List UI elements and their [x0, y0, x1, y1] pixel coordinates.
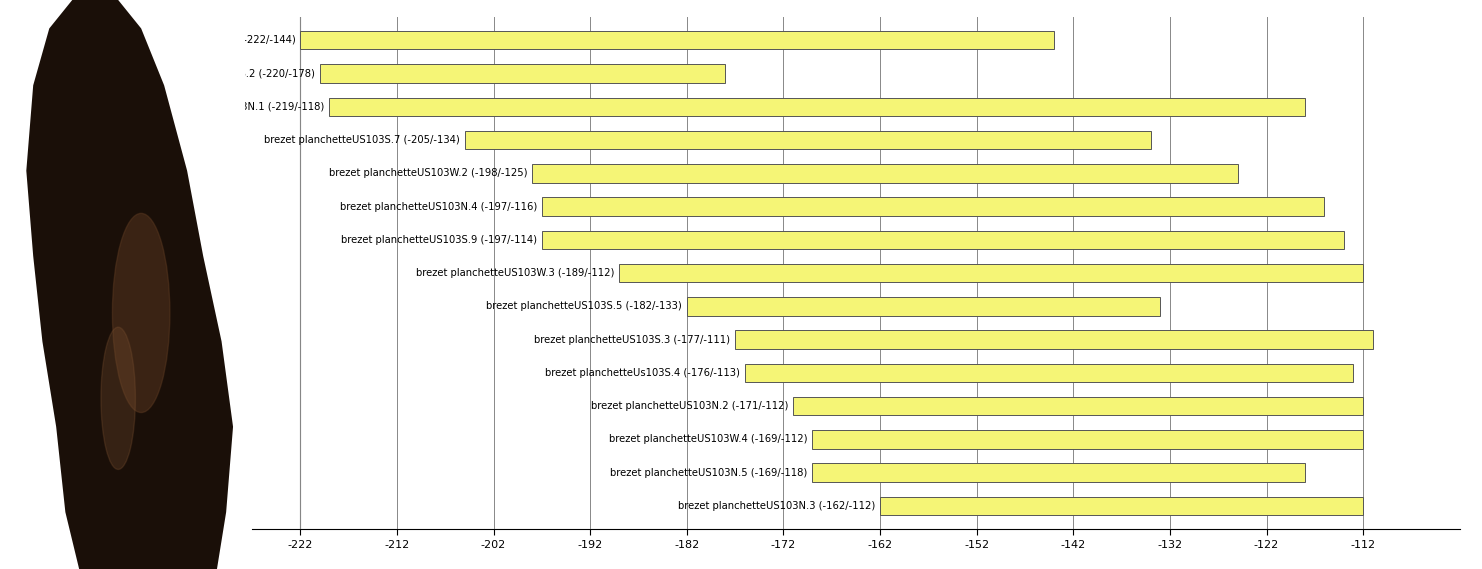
Ellipse shape — [113, 213, 170, 413]
Text: brezet planchetteUS103W.2 (-198/-125): brezet planchetteUS103W.2 (-198/-125) — [329, 168, 528, 178]
Bar — [619, 264, 1363, 282]
Bar — [301, 31, 1054, 50]
Text: brezet planchetteUs103S.4 (-176/-113): brezet planchetteUs103S.4 (-176/-113) — [545, 368, 740, 378]
Text: brezet planchetteUS103N.4 (-197/-116): brezet planchetteUS103N.4 (-197/-116) — [339, 201, 536, 212]
Bar — [542, 230, 1344, 249]
Bar — [532, 164, 1237, 183]
Bar — [745, 364, 1353, 382]
Text: brezet planchetteUS103S.3 (-177/-111): brezet planchetteUS103S.3 (-177/-111) — [534, 335, 731, 345]
Bar — [735, 331, 1372, 349]
Bar — [320, 64, 725, 83]
Bar — [812, 464, 1306, 482]
Bar — [793, 397, 1363, 415]
Bar — [329, 98, 1306, 116]
Text: brezet planchetteUS103N.5 (-169/-118): brezet planchetteUS103N.5 (-169/-118) — [611, 468, 808, 477]
Bar — [812, 430, 1363, 448]
Text: brezet planchetteUS103W.4 (-169/-112): brezet planchetteUS103W.4 (-169/-112) — [609, 434, 808, 444]
Text: brezet planchetteUS103N.3 (-162/-112): brezet planchetteUS103N.3 (-162/-112) — [677, 501, 876, 511]
Text: brezet planchetteUs103S.2 (-220/-178): brezet planchetteUs103S.2 (-220/-178) — [120, 69, 314, 79]
Text: brezet planchetteUS103N.2 (-171/-112): brezet planchetteUS103N.2 (-171/-112) — [591, 401, 788, 411]
Text: brezet planchetteUS103N.1 (-219/-118): brezet planchetteUS103N.1 (-219/-118) — [127, 102, 325, 112]
Text: brezet planchetteUS103S.9 (-197/-114): brezet planchetteUS103S.9 (-197/-114) — [341, 235, 536, 245]
Bar — [464, 131, 1150, 149]
Text: brezet planchetteUS103W.3 (-189/-112): brezet planchetteUS103W.3 (-189/-112) — [416, 268, 615, 278]
Text: brezet planchetteUS103S.8 (-222/-144): brezet planchetteUS103S.8 (-222/-144) — [99, 35, 295, 46]
Bar — [880, 497, 1363, 515]
Bar — [686, 297, 1160, 316]
Text: brezet planchetteUS103S.5 (-182/-133): brezet planchetteUS103S.5 (-182/-133) — [486, 302, 682, 311]
Polygon shape — [27, 0, 233, 569]
Text: brezet planchetteUS103S.7 (-205/-134): brezet planchetteUS103S.7 (-205/-134) — [264, 135, 459, 145]
Ellipse shape — [101, 327, 135, 469]
Bar — [542, 197, 1325, 216]
